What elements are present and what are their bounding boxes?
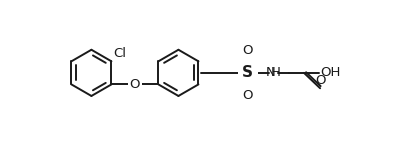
Text: N: N bbox=[266, 66, 275, 79]
Text: O: O bbox=[243, 44, 253, 57]
Text: O: O bbox=[130, 78, 140, 91]
Text: O: O bbox=[243, 89, 253, 102]
Text: Cl: Cl bbox=[113, 47, 126, 60]
Text: OH: OH bbox=[320, 66, 341, 79]
Text: H: H bbox=[271, 66, 281, 79]
Text: O: O bbox=[315, 74, 325, 88]
Text: S: S bbox=[242, 65, 253, 80]
